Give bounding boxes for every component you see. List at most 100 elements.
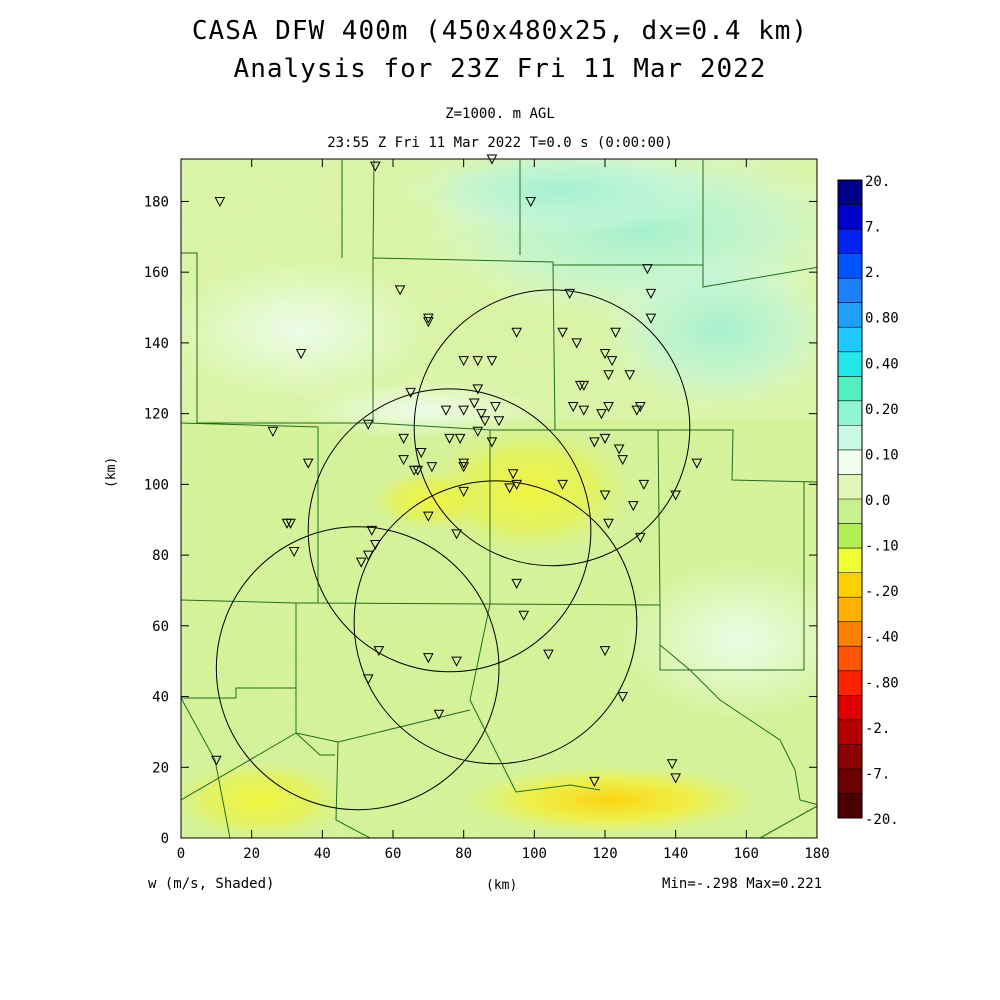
colorbar-swatch [838,499,862,525]
station-marker [557,479,568,490]
station-marker [405,387,416,398]
colorbar-label: -.40 [865,630,899,646]
colorbar-label: 0.10 [865,447,899,463]
colorbar-frame [837,179,863,819]
station-marker [571,338,583,349]
colorbar-swatch [838,180,862,206]
station-marker [444,433,455,444]
station-marker [451,656,462,667]
colorbar-swatch [838,376,862,402]
x-axis-ticks: 0 20 40 60 80 100 120 140 160 180 [177,159,830,862]
colorbar-label: -.10 [865,539,899,555]
station-marker [486,356,498,367]
colorbar-swatch [838,204,862,230]
colorbar-swatch [838,572,862,598]
station-marker [603,518,614,529]
station-marker [458,458,469,469]
station-marker [472,384,484,395]
station-marker [610,327,621,338]
station-marker [458,405,469,416]
x-axis-label: (km) [486,878,518,893]
station-marker [426,462,438,473]
station-marker [504,483,515,494]
colorbar-label: 7. [865,220,882,236]
station-marker [635,402,646,413]
colorbar-swatch [838,253,862,279]
station-marker [423,653,434,664]
colorbar: 20. 7. 2. 0.80 0.40 0.20 0.10 0.0 -.10 -.20 -.40 -.… [837,174,899,828]
station-marker [603,370,614,381]
y-tick-label: 140 [144,336,169,352]
station-marker [599,646,611,657]
title-line-2: Analysis for 23Z Fri 11 Mar 2022 [233,54,767,84]
station-marker [362,419,374,430]
station-marker [370,161,381,172]
station-marker [373,646,385,657]
level-label: Z=1000. m AGL [445,106,555,122]
station-marker [490,402,501,413]
station-marker [398,433,409,444]
station-marker [214,196,226,208]
station-marker [493,416,505,427]
colorbar-swatch [838,670,862,696]
station-marker [627,501,639,512]
station-marker [355,557,367,568]
time-label: 23:55 Z Fri 11 Mar 2022 T=0.0 s (0:00:00… [327,135,673,151]
station-marker [642,264,653,275]
colorbar-label: 20. [865,174,890,190]
colorbar-label: -2. [865,721,890,737]
colorbar-swatch [838,768,862,794]
colorbar-swatch [838,278,862,304]
x-tick-label: 140 [663,846,688,862]
plot-frame [180,158,818,839]
station-marker [362,550,374,561]
station-marker [638,479,650,490]
station-marker [454,433,466,444]
station-marker [302,458,314,469]
colorbar-swatch [838,425,862,451]
colorbar-label: 0.80 [865,311,899,327]
station-marker [617,455,628,466]
colorbar-swatch [838,449,862,475]
y-tick-label: 120 [144,407,169,423]
colorbar-label: -20. [865,812,899,828]
county-boundaries [181,159,817,838]
colorbar-label: 0.40 [865,356,899,372]
x-tick-label: 100 [522,846,547,862]
y-tick-label: 180 [144,194,169,210]
x-tick-label: 40 [314,846,331,862]
x-tick-label: 160 [734,846,759,862]
station-markers [211,154,703,787]
y-tick-label: 40 [152,690,169,706]
radar-range-rings [215,289,691,811]
station-marker [596,409,607,420]
station-marker [288,547,300,558]
y-tick-label: 0 [161,831,169,847]
colorbar-label: 2. [865,265,882,281]
y-axis-label: (km) [104,456,119,488]
station-marker [645,288,657,299]
station-marker [511,327,522,338]
station-marker [398,455,409,466]
colorbar-swatch [838,327,862,353]
station-marker [415,448,427,459]
station-marker [599,490,611,501]
colorbar-swatch [838,621,862,647]
colorbar-label: -.80 [865,675,899,691]
colorbar-swatch [838,695,862,721]
station-marker [458,486,469,497]
station-marker [267,426,279,437]
colorbar-swatch [838,744,862,770]
station-marker [362,674,374,685]
station-marker [511,479,522,490]
station-marker [408,465,420,476]
station-marker [670,490,681,501]
station-marker [366,525,378,536]
colorbar-label: 0.0 [865,493,890,509]
station-marker [423,317,434,328]
station-marker [394,285,406,296]
colorbar-label: -7. [865,766,890,782]
station-marker [468,398,480,409]
y-axis-ticks: 0 20 40 60 80 100 120 140 160 180 [144,194,817,847]
y-tick-label: 80 [152,548,169,564]
